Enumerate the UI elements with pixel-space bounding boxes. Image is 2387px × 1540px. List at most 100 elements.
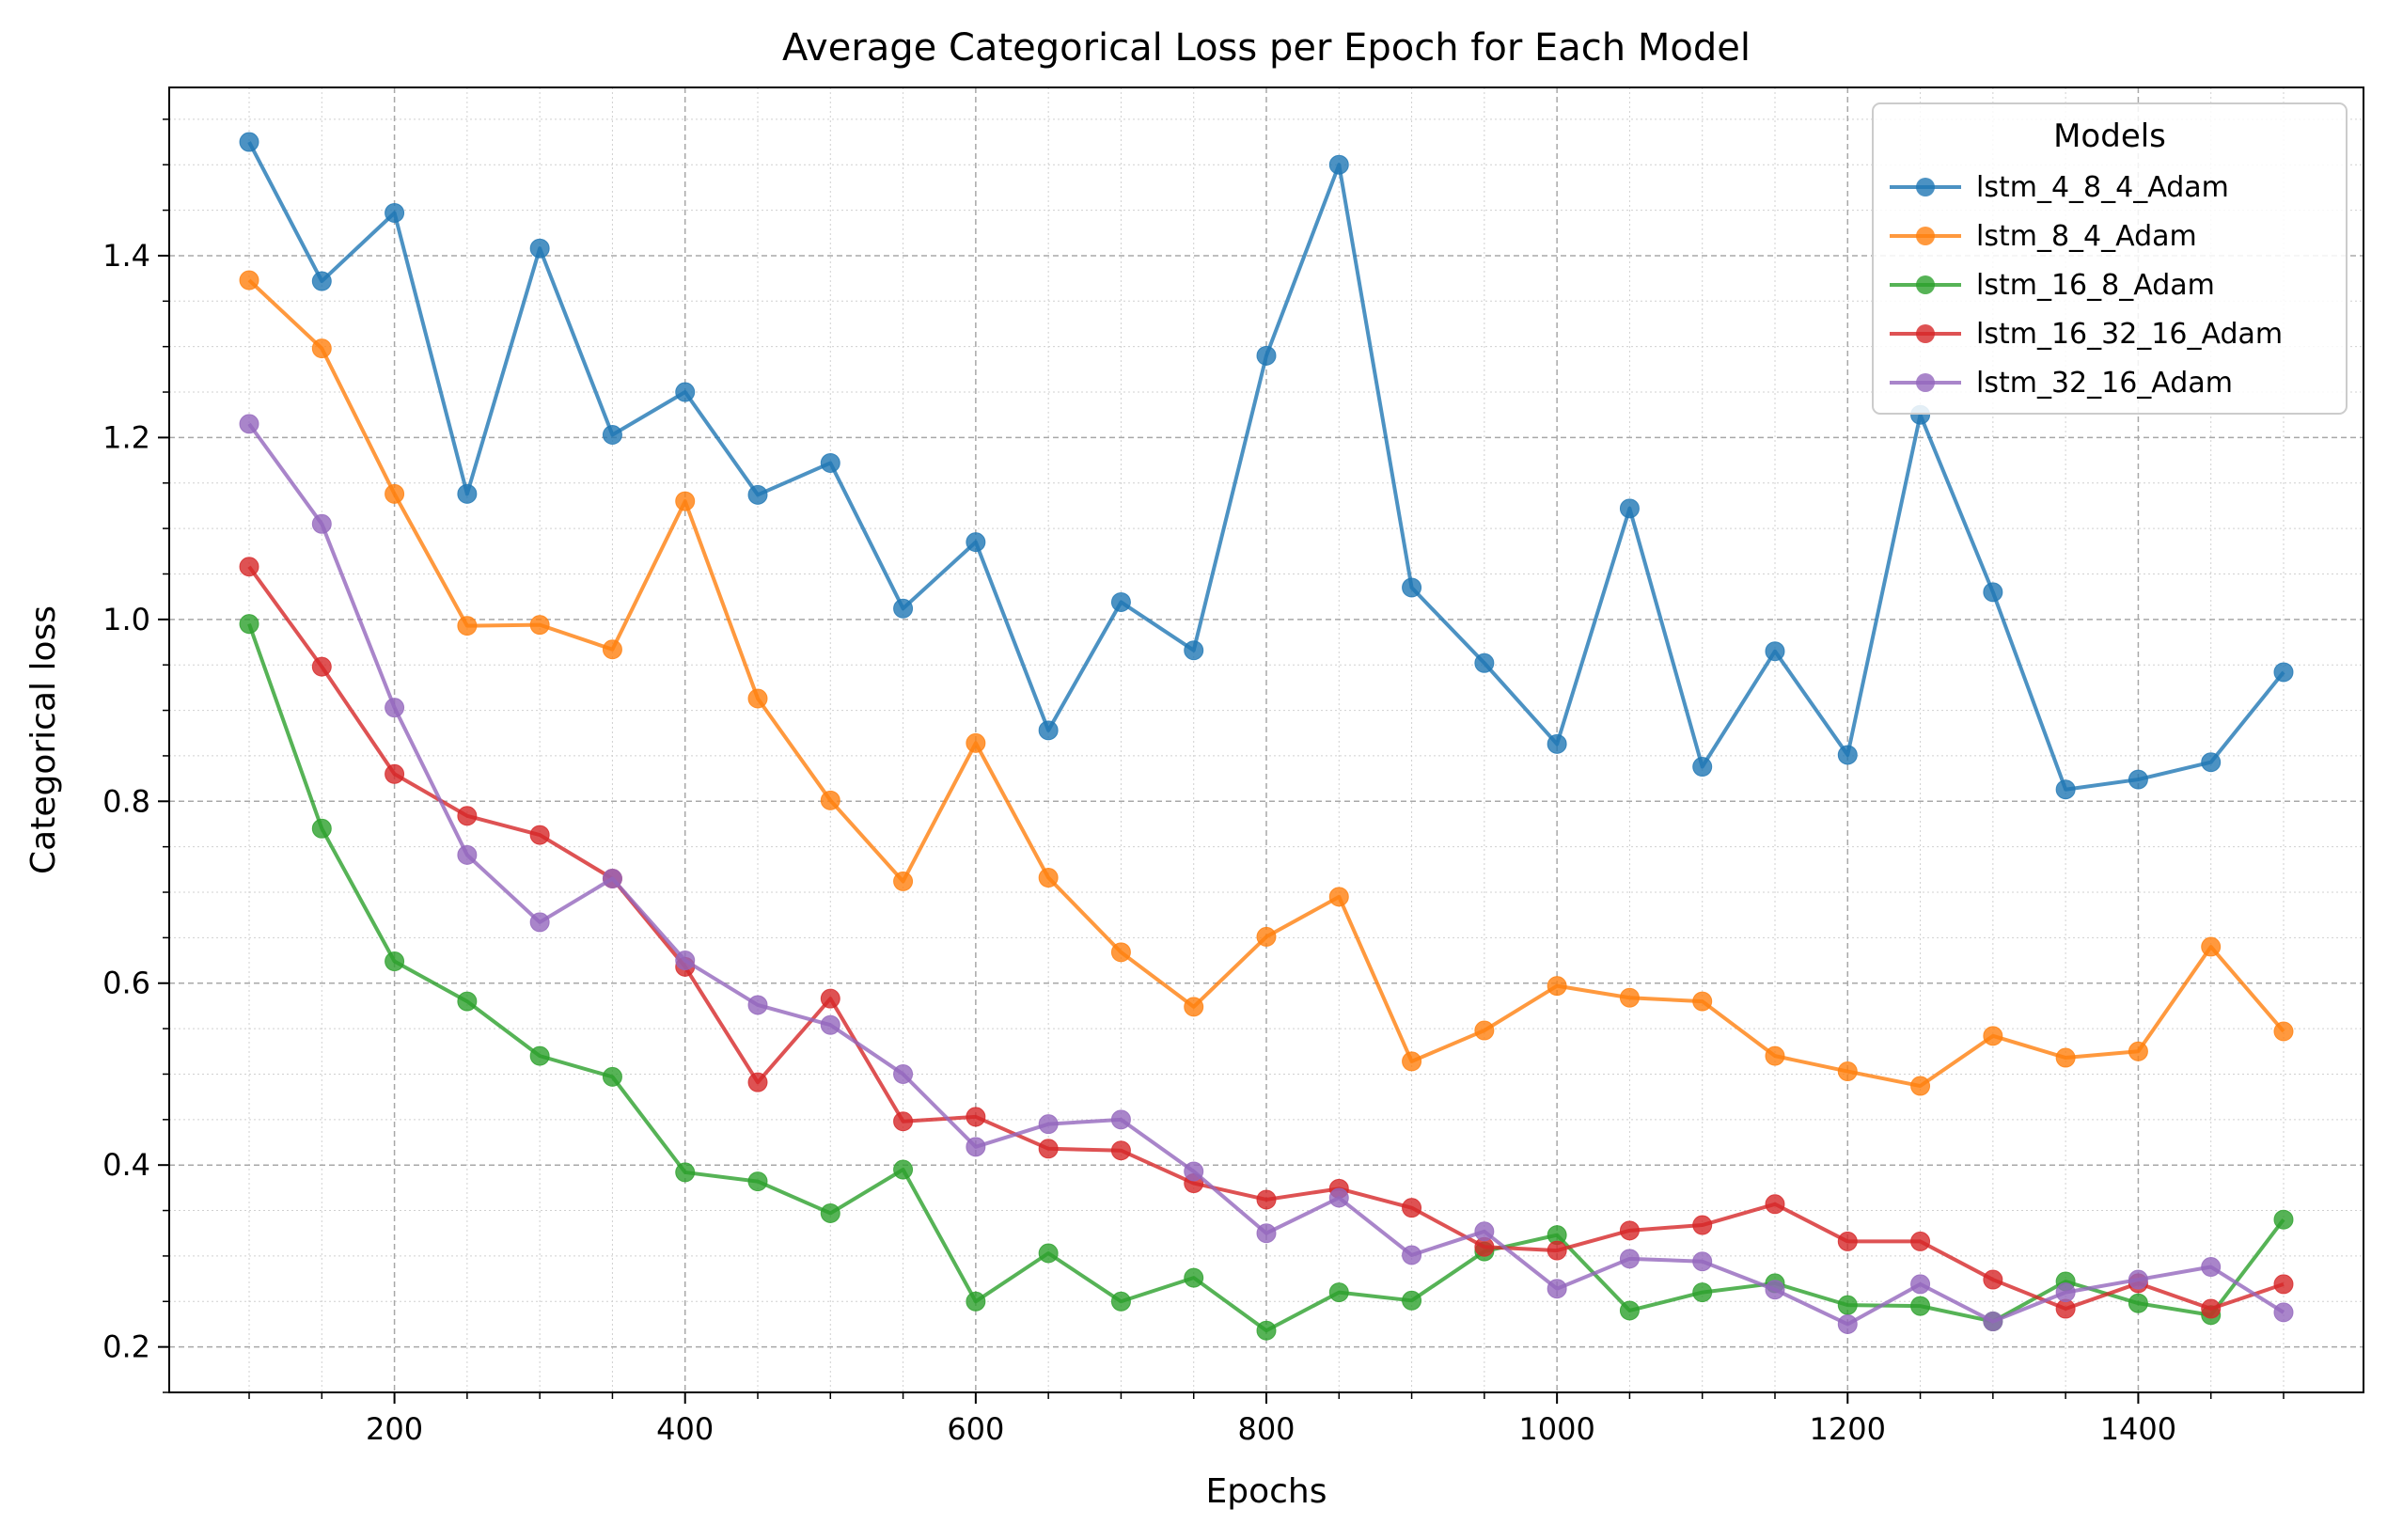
data-point <box>1692 991 1713 1012</box>
data-point <box>966 732 986 753</box>
data-point <box>1110 1109 1131 1130</box>
data-point <box>1910 1296 1931 1316</box>
data-point <box>457 806 478 826</box>
legend-label: lstm_8_4_Adam <box>1976 220 2197 253</box>
legend-label: lstm_32_16_Adam <box>1976 367 2233 400</box>
data-point <box>2201 1298 2222 1319</box>
data-point <box>966 532 986 553</box>
series-layer <box>239 132 2294 1341</box>
x-tick-label: 1200 <box>1810 1411 1886 1447</box>
legend-marker <box>1916 227 1935 245</box>
data-point <box>1256 1189 1277 1210</box>
data-point <box>820 452 840 473</box>
data-point <box>1110 591 1131 612</box>
data-point <box>529 912 550 933</box>
data-point <box>2201 936 2222 957</box>
data-point <box>1402 1198 1422 1218</box>
chart-title: Average Categorical Loss per Epoch for E… <box>782 26 1751 70</box>
data-point <box>457 616 478 636</box>
data-point <box>1837 1295 1858 1315</box>
data-point <box>1474 1221 1495 1242</box>
data-point <box>1837 745 1858 765</box>
legend-entry: lstm_32_16_Adam <box>1890 367 2233 400</box>
data-point <box>1474 652 1495 673</box>
legend: Models lstm_4_8_4_Adam lstm_8_4_Adam lstm_… <box>1872 102 2348 415</box>
data-point <box>1328 1282 1349 1303</box>
data-point <box>239 414 259 434</box>
data-point <box>966 1291 986 1312</box>
data-point <box>2201 752 2222 773</box>
data-point <box>1547 1279 1567 1299</box>
data-point <box>1619 1249 1640 1269</box>
series-lstm_32_16_Adam <box>239 414 2294 1334</box>
legend-marker <box>1916 373 1935 392</box>
data-point <box>602 424 622 445</box>
data-point <box>893 871 914 891</box>
data-point <box>893 1111 914 1132</box>
data-point <box>602 639 622 660</box>
data-point <box>2128 1293 2148 1313</box>
data-point <box>1692 1215 1713 1235</box>
data-point <box>1110 1140 1131 1161</box>
legend-box <box>1872 102 2348 415</box>
data-point <box>1910 1231 1931 1251</box>
legend-title: Models <box>2053 118 2166 155</box>
data-point <box>893 1063 914 1084</box>
data-point <box>675 491 696 511</box>
data-point <box>747 995 768 1015</box>
data-point <box>1692 1282 1713 1303</box>
data-point <box>1983 1026 2003 1046</box>
data-point <box>2273 1021 2294 1042</box>
data-point <box>311 818 332 839</box>
data-point <box>2201 1257 2222 1278</box>
data-point <box>1038 868 1059 888</box>
y-tick-label: 0.6 <box>102 966 150 1001</box>
data-point <box>1328 887 1349 907</box>
data-point <box>1184 1267 1204 1288</box>
data-point <box>239 557 259 577</box>
data-point <box>1256 1320 1277 1341</box>
y-tick-label: 0.4 <box>102 1147 150 1183</box>
data-point <box>893 598 914 619</box>
x-tick-label: 800 <box>1237 1411 1295 1447</box>
x-axis-label: Epochs <box>1206 1472 1327 1511</box>
data-point <box>311 513 332 534</box>
data-point <box>1983 582 2003 603</box>
y-tick-label: 1.0 <box>102 602 150 637</box>
legend-label: lstm_16_8_Adam <box>1976 269 2215 302</box>
data-point <box>1402 1245 1422 1265</box>
data-point <box>311 338 332 359</box>
data-point <box>966 1107 986 1127</box>
data-point <box>1038 720 1059 741</box>
data-point <box>1619 1220 1640 1241</box>
data-point <box>529 238 550 259</box>
data-point <box>529 825 550 845</box>
data-point <box>1256 1223 1277 1244</box>
data-point <box>2128 1041 2148 1061</box>
data-point <box>1547 976 1567 997</box>
data-point <box>385 202 405 223</box>
series-lstm_8_4_Adam <box>239 270 2294 1096</box>
data-point <box>747 1171 768 1192</box>
series-lstm_16_32_16_Adam <box>239 557 2294 1319</box>
data-point <box>385 698 405 718</box>
data-point <box>1983 1312 2003 1332</box>
x-tick-label: 600 <box>947 1411 1004 1447</box>
y-tick-label: 1.4 <box>102 238 150 274</box>
data-point <box>1038 1139 1059 1159</box>
data-point <box>747 688 768 709</box>
data-point <box>820 1202 840 1223</box>
data-point <box>311 271 332 291</box>
data-point <box>1184 640 1204 661</box>
data-point <box>457 991 478 1012</box>
legend-marker <box>1916 275 1935 294</box>
data-point <box>2128 1269 2148 1290</box>
data-point <box>1038 1114 1059 1135</box>
data-point <box>602 1066 622 1087</box>
legend-entry: lstm_16_32_16_Adam <box>1890 318 2283 351</box>
data-point <box>1837 1313 1858 1334</box>
data-point <box>1910 1274 1931 1295</box>
legend-entry: lstm_4_8_4_Adam <box>1890 171 2229 204</box>
y-tick-label: 0.2 <box>102 1329 150 1365</box>
